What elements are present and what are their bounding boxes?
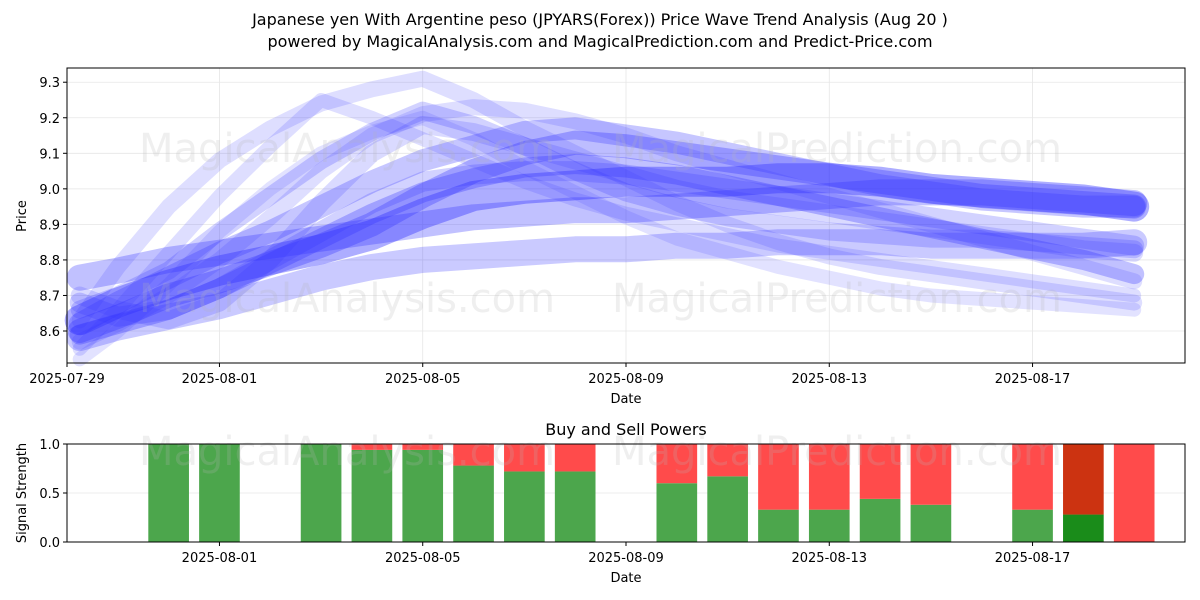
- price-x-tick-label: 2025-08-17: [995, 372, 1071, 387]
- price-x-label: Date: [610, 392, 641, 407]
- price-wave-bands: [64, 70, 1150, 367]
- price-x-tick-label: 2025-08-09: [588, 372, 664, 387]
- sell-power-bar: [758, 444, 799, 510]
- price-x-tick-label: 2025-08-05: [385, 372, 461, 387]
- price-y-tick-label: 9.1: [39, 147, 60, 162]
- watermark-analysis: MagicalAnalysis.com: [139, 429, 555, 475]
- price-wave-band: [70, 115, 1144, 330]
- price-wave-band: [69, 154, 1145, 345]
- signal-x-tick-label: 2025-08-17: [995, 551, 1071, 566]
- signal-x-tick-label: 2025-08-09: [588, 551, 664, 566]
- sell-power-bar: [707, 444, 748, 477]
- sell-power-bar: [1113, 444, 1155, 542]
- signal-strength-plot: Buy and Sell Powers MagicalAnalysis.com …: [15, 420, 1186, 586]
- price-wave-band: [68, 117, 1146, 335]
- buy-power-bar: [707, 476, 748, 542]
- price-wave-band: [72, 93, 1142, 356]
- price-y-tick-label: 8.8: [39, 254, 60, 269]
- sell-power-bar: [1012, 444, 1053, 510]
- signal-y-tick-label: 1.0: [39, 438, 60, 453]
- buy-power-bar: [199, 444, 240, 542]
- signal-y-label: Signal Strength: [15, 443, 30, 543]
- buy-power-bar: [453, 465, 494, 542]
- price-wave-band: [66, 229, 1148, 352]
- price-wave-band: [70, 101, 1144, 319]
- signal-watermarks: MagicalAnalysis.com MagicalPrediction.co…: [139, 429, 1062, 475]
- signal-title: Buy and Sell Powers: [545, 420, 707, 439]
- buy-power-bar: [758, 509, 799, 542]
- price-wave-band: [66, 179, 1148, 291]
- buy-power-bar: [351, 449, 393, 542]
- buy-power-bar: [402, 449, 444, 542]
- sell-power-bar: [504, 444, 545, 472]
- buy-power-bar: [808, 509, 850, 542]
- price-watermarks: MagicalAnalysis.com MagicalPrediction.co…: [139, 126, 1062, 322]
- buy-power-bar: [504, 471, 545, 542]
- price-y-ticks: 8.6 8.7 8.8 8.9 9.0 9.1 9.2 9.3: [39, 76, 67, 340]
- price-y-label: Price: [15, 200, 30, 232]
- signal-x-tick-label: 2025-08-13: [791, 551, 867, 566]
- signal-x-tick-label: 2025-08-01: [182, 551, 258, 566]
- watermark-prediction: MagicalPrediction.com: [612, 429, 1062, 475]
- price-wave-band: [69, 161, 1145, 327]
- price-x-tick-label: 2025-08-01: [182, 372, 258, 387]
- price-wave-band: [71, 99, 1143, 350]
- price-wave-band: [64, 163, 1150, 336]
- buy-power-bar: [148, 444, 189, 542]
- price-wave-plot: MagicalAnalysis.com MagicalPrediction.co…: [15, 67, 1186, 407]
- price-x-tick-label: 2025-07-29: [29, 372, 105, 387]
- sell-power-bar: [808, 444, 850, 510]
- watermark-prediction: MagicalPrediction.com: [612, 276, 1062, 322]
- price-wave-band: [71, 70, 1143, 329]
- watermark-analysis: MagicalAnalysis.com: [139, 126, 555, 172]
- chart-title: Japanese yen With Argentine peso (JPYARS…: [251, 10, 948, 29]
- signal-y-ticks: 0.0 0.5 1.0: [39, 438, 67, 551]
- price-x-tick-label: 2025-08-13: [791, 372, 867, 387]
- watermark-prediction: MagicalPrediction.com: [612, 126, 1062, 172]
- sell-power-bar: [656, 444, 698, 484]
- buy-power-bar: [1063, 514, 1104, 542]
- price-y-tick-label: 8.9: [39, 218, 60, 233]
- buy-power-bar: [859, 498, 901, 542]
- sell-power-bar: [554, 444, 596, 472]
- price-y-tick-label: 9.2: [39, 112, 60, 127]
- buy-power-bar: [910, 504, 952, 542]
- price-y-tick-label: 9.0: [39, 183, 60, 198]
- price-y-tick-label: 8.6: [39, 325, 60, 340]
- watermark-analysis: MagicalAnalysis.com: [139, 276, 555, 322]
- price-y-tick-label: 8.7: [39, 289, 60, 304]
- buy-power-bar: [554, 471, 596, 542]
- sell-power-bar: [453, 444, 494, 466]
- sell-power-bar: [859, 444, 901, 499]
- signal-y-tick-label: 0.5: [39, 487, 60, 502]
- price-wave-band: [72, 110, 1142, 367]
- buy-power-bar: [656, 483, 698, 542]
- sell-power-bar: [910, 444, 952, 505]
- sell-power-bar: [1063, 444, 1104, 515]
- signal-x-ticks: 2025-08-01 2025-08-05 2025-08-09 2025-08-13…: [182, 542, 1071, 566]
- chart-subtitle: powered by MagicalAnalysis.com and Magic…: [267, 32, 932, 51]
- signal-x-tick-label: 2025-08-05: [385, 551, 461, 566]
- price-wave-band: [67, 130, 1147, 343]
- signal-bars: [148, 444, 1155, 542]
- sell-power-bar: [351, 444, 393, 450]
- buy-power-bar: [300, 444, 342, 542]
- price-y-tick-label: 9.3: [39, 76, 60, 91]
- buy-power-bar: [1012, 509, 1053, 542]
- signal-x-label: Date: [610, 571, 641, 586]
- signal-y-tick-label: 0.0: [39, 536, 60, 551]
- price-x-ticks: 2025-07-29 2025-08-01 2025-08-05 2025-08-09…: [29, 363, 1070, 387]
- sell-power-bar: [402, 444, 444, 450]
